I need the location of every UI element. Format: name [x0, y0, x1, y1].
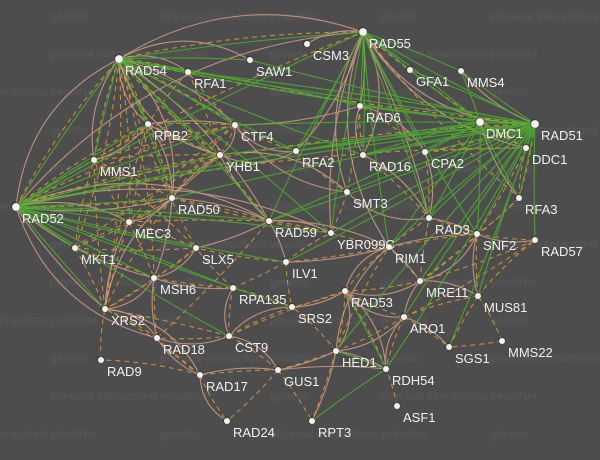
svg-text:MMS1: MMS1 — [100, 164, 138, 179]
svg-text:SMT3: SMT3 — [353, 196, 388, 211]
svg-text:genetic: genetic — [270, 389, 309, 403]
svg-text:CST9: CST9 — [235, 340, 268, 355]
svg-text:yeastNet: yeastNet — [50, 427, 98, 441]
svg-text:genetic: genetic — [490, 313, 529, 327]
svg-text:genetic: genetic — [490, 427, 529, 441]
svg-text:RIM1: RIM1 — [395, 251, 426, 266]
svg-text:RAD57: RAD57 — [541, 244, 583, 259]
svg-text:RFA1: RFA1 — [194, 76, 227, 91]
svg-text:RAD54: RAD54 — [125, 63, 167, 78]
svg-text:GUS1: GUS1 — [284, 374, 319, 389]
svg-text:DDC1: DDC1 — [532, 152, 567, 167]
svg-text:physical interactions: physical interactions — [50, 389, 158, 403]
svg-text:RPA135: RPA135 — [239, 292, 286, 307]
svg-text:RAD53: RAD53 — [351, 295, 393, 310]
svg-text:RFA3: RFA3 — [525, 202, 558, 217]
svg-text:MMS4: MMS4 — [467, 75, 505, 90]
svg-text:physical interactions: physical interactions — [490, 9, 598, 23]
svg-text:MEC3: MEC3 — [135, 226, 171, 241]
svg-text:physical interactions: physical interactions — [0, 427, 48, 441]
svg-text:CTF4: CTF4 — [241, 129, 274, 144]
svg-text:yeastNet: yeastNet — [490, 389, 538, 403]
svg-text:RAD55: RAD55 — [369, 36, 411, 51]
svg-text:yeastNet: yeastNet — [50, 313, 98, 327]
svg-text:SGS1: SGS1 — [455, 351, 490, 366]
svg-text:RAD51: RAD51 — [541, 128, 583, 143]
svg-text:XRS2: XRS2 — [111, 313, 145, 328]
svg-text:yeastNet: yeastNet — [380, 427, 428, 441]
svg-text:RAD17: RAD17 — [206, 379, 248, 394]
svg-text:genetic: genetic — [380, 9, 419, 23]
svg-text:physical interactions: physical interactions — [380, 389, 488, 403]
svg-text:RPB2: RPB2 — [154, 128, 188, 143]
svg-text:ILV1: ILV1 — [292, 266, 318, 281]
svg-text:yeastNet: yeastNet — [490, 47, 538, 61]
svg-text:MUS81: MUS81 — [484, 300, 527, 315]
svg-text:SRS2: SRS2 — [298, 311, 332, 326]
svg-text:physical interactions: physical interactions — [160, 9, 268, 23]
svg-text:RAD18: RAD18 — [163, 342, 205, 357]
svg-text:RAD24: RAD24 — [233, 425, 275, 440]
svg-text:SNF2: SNF2 — [483, 238, 516, 253]
svg-text:RAD50: RAD50 — [178, 202, 220, 217]
svg-text:DMC1: DMC1 — [486, 126, 523, 141]
svg-text:yeastNet: yeastNet — [270, 351, 318, 365]
svg-text:genetic: genetic — [160, 313, 199, 327]
svg-text:CSM3: CSM3 — [313, 48, 349, 63]
svg-text:YBR099C: YBR099C — [337, 237, 395, 252]
svg-text:RFA2: RFA2 — [302, 155, 335, 170]
svg-text:RAD59: RAD59 — [275, 225, 317, 240]
svg-text:RAD9: RAD9 — [107, 364, 142, 379]
svg-text:MRE11: MRE11 — [426, 285, 468, 300]
svg-text:RPT3: RPT3 — [318, 425, 351, 440]
svg-text:physical interactions: physical interactions — [0, 85, 48, 99]
svg-text:genetic: genetic — [50, 351, 89, 365]
svg-text:yeastNet: yeastNet — [160, 389, 208, 403]
svg-text:physical interactions: physical interactions — [0, 313, 48, 327]
svg-text:ARO1: ARO1 — [410, 321, 445, 336]
svg-text:genetic: genetic — [50, 123, 89, 137]
svg-text:HED1: HED1 — [342, 355, 377, 370]
svg-text:YHB1: YHB1 — [226, 159, 260, 174]
svg-text:genetic: genetic — [50, 9, 89, 23]
svg-text:RAD6: RAD6 — [366, 110, 401, 125]
svg-text:MSH6: MSH6 — [160, 282, 196, 297]
svg-text:RDH54: RDH54 — [392, 373, 435, 388]
svg-text:yeastNet: yeastNet — [490, 275, 538, 289]
svg-text:SAW1: SAW1 — [256, 64, 292, 79]
svg-text:MMS22: MMS22 — [508, 345, 553, 360]
svg-text:RAD52: RAD52 — [22, 211, 64, 226]
svg-text:genetic: genetic — [160, 427, 199, 441]
svg-text:RAD16: RAD16 — [369, 159, 411, 174]
svg-text:genetic: genetic — [270, 47, 309, 61]
svg-text:SLX5: SLX5 — [202, 252, 234, 267]
svg-text:MKT1: MKT1 — [81, 252, 116, 267]
svg-text:ASF1: ASF1 — [403, 410, 436, 425]
svg-text:RAD3: RAD3 — [435, 222, 470, 237]
svg-text:GFA1: GFA1 — [416, 74, 449, 89]
svg-text:CPA2: CPA2 — [431, 156, 464, 171]
